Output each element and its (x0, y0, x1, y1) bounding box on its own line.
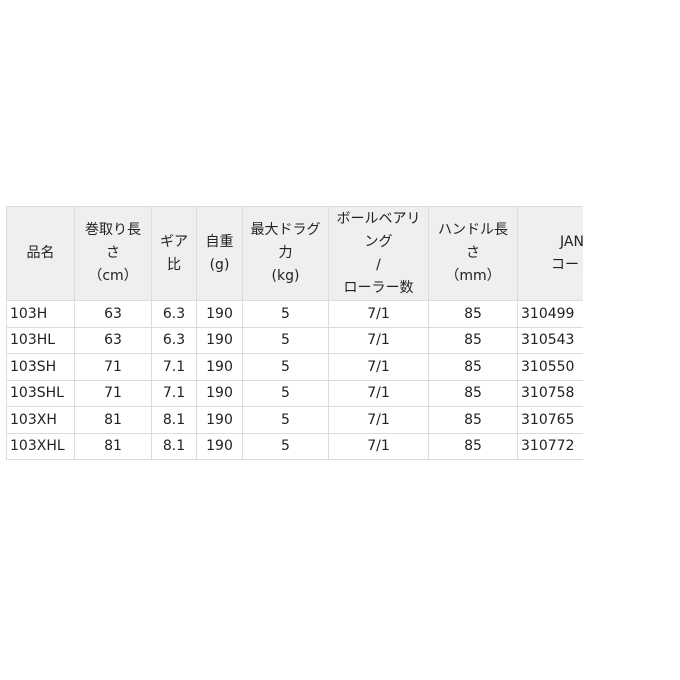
spec-table: 品名 巻取り長さ（cm） ギア比自重 (g) 最大ドラグ力 (kg) ボールベアリ ング / ロー… (6, 206, 583, 460)
table-row: 103XH 81 8.1 190 5 7/1 85 310765 (6, 406, 583, 434)
table-cell: 190 (196, 300, 243, 328)
table-cell: 190 (196, 326, 243, 354)
header-cell: ギア比 (151, 206, 197, 301)
header-text: （cm） (88, 268, 138, 284)
table-cell: 6.3 (151, 300, 197, 328)
header-row: 品名 巻取り長さ（cm） ギア比自重 (g) 最大ドラグ力 (kg) ボールベアリ ング / ロー… (6, 206, 583, 301)
table-row: 103HL 63 6.3 190 5 7/1 85 310543 (6, 326, 583, 354)
header-cell: JAN コード (517, 206, 583, 301)
header-cell: ボールベアリ ング / ローラー数 (328, 206, 429, 301)
table-cell: 71 (74, 353, 152, 381)
header-text: （mm） (445, 268, 501, 284)
table-cell: 103XH (6, 406, 75, 434)
table-cell: 310550 (517, 353, 583, 381)
header-text: JAN (560, 233, 583, 250)
table-cell: 63 (74, 326, 152, 354)
table-cell: 8.1 (151, 406, 197, 434)
table-cell: 7.1 (151, 353, 197, 381)
table-cell: 310499 (517, 300, 583, 328)
table-cell: 5 (242, 353, 329, 381)
table-cell: 5 (242, 326, 329, 354)
table-cell: 63 (74, 300, 152, 328)
table-cell: 7/1 (328, 379, 429, 407)
header-text: 品名 (26, 245, 55, 261)
table-cell: 103H (6, 300, 75, 328)
header-text: さ (106, 245, 120, 261)
header-text: 自重 (205, 233, 234, 250)
header-text: ハンドル長 (438, 222, 508, 238)
table-cell: 81 (74, 432, 152, 460)
table-cell: 190 (196, 432, 243, 460)
table-cell: 6.3 (151, 326, 197, 354)
header-text: (kg) (271, 268, 300, 284)
header-cell: 品名 (6, 206, 75, 301)
header-text: 比 (167, 256, 181, 273)
table-cell: 310543 (517, 326, 583, 354)
table-cell: 7.1 (151, 379, 197, 407)
table-cell: 190 (196, 379, 243, 407)
table-cell: 7/1 (328, 353, 429, 381)
table-cell: 85 (428, 353, 518, 381)
spec-table-container: 品名 巻取り長さ（cm） ギア比自重 (g) 最大ドラグ力 (kg) ボールベアリ ング / ロー… (6, 206, 583, 460)
table-cell: 310758 (517, 379, 583, 407)
table-cell: 103SHL (6, 379, 75, 407)
table-row: 103XHL 81 8.1 190 5 7/1 85 310772 (6, 432, 583, 460)
table-cell: 5 (242, 300, 329, 328)
table-cell: 7/1 (328, 326, 429, 354)
table-cell: 85 (428, 406, 518, 434)
header-text: 巻取り長 (85, 222, 141, 238)
table-row: 103SHL 71 7.1 190 5 7/1 85 310758 (6, 379, 583, 407)
header-text: ボールベアリ (336, 210, 421, 227)
header-cell: ハンドル長さ （mm） (428, 206, 518, 301)
header-text: / (376, 256, 381, 273)
table-cell: 85 (428, 300, 518, 328)
table-cell: 310772 (517, 432, 583, 460)
table-cell: 8.1 (151, 432, 197, 460)
header-text: ング (364, 233, 393, 250)
header-text: ギア (160, 233, 188, 250)
table-cell: 190 (196, 406, 243, 434)
table-cell: 81 (74, 406, 152, 434)
table-cell: 5 (242, 406, 329, 434)
table-cell: 85 (428, 379, 518, 407)
table-cell: 310765 (517, 406, 583, 434)
table-cell: 7/1 (328, 300, 429, 328)
header-text: (g) (209, 256, 230, 273)
header-text: ローラー数 (343, 279, 414, 296)
table-cell: 7/1 (328, 406, 429, 434)
header-cell: 最大ドラグ力 (kg) (242, 206, 329, 301)
table-cell: 190 (196, 353, 243, 381)
table-cell: 85 (428, 432, 518, 460)
header-cell: 自重 (g) (196, 206, 243, 301)
table-row: 103SH 71 7.1 190 5 7/1 85 310550 (6, 353, 583, 381)
table-cell: 7/1 (328, 432, 429, 460)
table-row: 103H 63 6.3 190 5 7/1 85 310499 (6, 300, 583, 328)
header-text: 力 (278, 245, 293, 261)
header-text: 最大ドラグ (250, 222, 321, 238)
table-cell: 103HL (6, 326, 75, 354)
table-cell: 71 (74, 379, 152, 407)
header-text: コード (551, 256, 583, 273)
table-cell: 103SH (6, 353, 75, 381)
table-cell: 5 (242, 432, 329, 460)
table-cell: 5 (242, 379, 329, 407)
table-cell: 85 (428, 326, 518, 354)
header-text: さ (466, 245, 480, 261)
header-cell: 巻取り長さ （cm） (74, 206, 152, 301)
table-cell: 103XHL (6, 432, 75, 460)
